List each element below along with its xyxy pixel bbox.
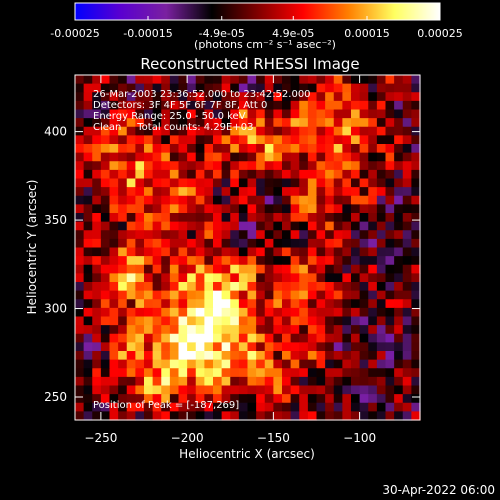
chart-title: Reconstructed RHESSI Image xyxy=(140,55,359,73)
heatmap-image xyxy=(75,75,421,421)
annotation-time: 26-Mar-2003 23:36:52.000 to 23:42:52.000 xyxy=(93,89,311,100)
colorbar-tick-label: 4.9e-05 xyxy=(272,27,314,40)
y-axis-label: Heliocentric Y (arcsec) xyxy=(25,180,39,315)
x-tick-label: −150 xyxy=(257,431,290,445)
annotation-clean: Clean Total counts: 4.29E+03 xyxy=(93,122,253,133)
y-tick-label: 400 xyxy=(44,125,67,139)
colorbar-tick-label: -0.00025 xyxy=(50,27,99,40)
y-tick-label: 350 xyxy=(44,213,67,227)
colorbar-tick-label: -0.00015 xyxy=(123,27,172,40)
colorbar-tick-label: 0.00025 xyxy=(417,27,463,40)
plot-timestamp: 30-Apr-2022 06:00 xyxy=(382,483,495,497)
x-tick-label: −200 xyxy=(171,431,204,445)
colorbar-tick-label: 0.00015 xyxy=(344,27,390,40)
peak-position-label: Position of Peak = [-187,269] xyxy=(93,400,239,411)
plot-frame xyxy=(74,74,421,421)
annotation-energy: Energy Range: 25.0 - 50.0 keV xyxy=(93,111,246,122)
x-tick-label: −100 xyxy=(343,431,376,445)
axes: −250 −200 −150 −100 250 300 350 400 xyxy=(44,75,420,445)
x-axis-label: Heliocentric X (arcsec) xyxy=(179,447,315,461)
colorbar-gradient xyxy=(74,2,441,21)
colorbar xyxy=(74,2,441,21)
x-tick-label: −250 xyxy=(84,431,117,445)
colorbar-unit-label: (photons cm⁻² s⁻¹ asec⁻²) xyxy=(194,38,336,51)
colorbar-tick-label: -4.9e-05 xyxy=(199,27,245,40)
y-tick-label: 300 xyxy=(44,302,67,316)
colorbar-ticks: -0.00025 -0.00015 -4.9e-05 4.9e-05 0.00015 0.… xyxy=(50,16,463,40)
y-tick-label: 250 xyxy=(44,390,67,404)
annotation-detectors: Detectors: 3F 4F 5F 6F 7F 8F, Att 0 xyxy=(93,100,267,111)
